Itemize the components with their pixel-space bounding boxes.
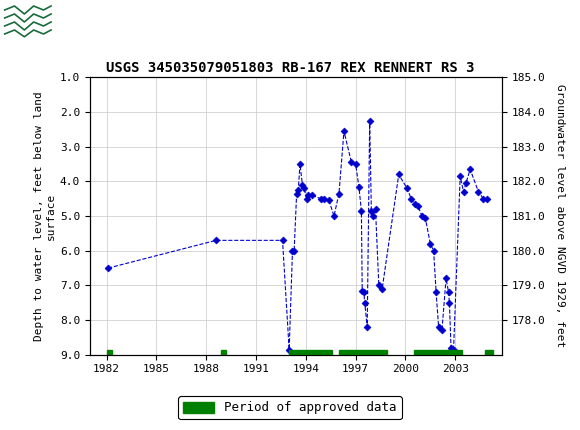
Bar [221, 350, 226, 359]
FancyBboxPatch shape [3, 3, 52, 37]
Bar [289, 350, 332, 359]
Bar [414, 350, 462, 359]
Bar [339, 350, 387, 359]
Bar [107, 350, 113, 359]
Text: USGS 345035079051803 RB-167 REX RENNERT RS 3: USGS 345035079051803 RB-167 REX RENNERT … [106, 61, 474, 75]
Text: USGS: USGS [55, 10, 115, 30]
Legend: Period of approved data: Period of approved data [178, 396, 402, 419]
Y-axis label: Groundwater level above NGVD 1929, feet: Groundwater level above NGVD 1929, feet [554, 84, 564, 348]
Bar [485, 350, 494, 359]
Y-axis label: Depth to water level, feet below land
surface: Depth to water level, feet below land su… [34, 91, 56, 341]
